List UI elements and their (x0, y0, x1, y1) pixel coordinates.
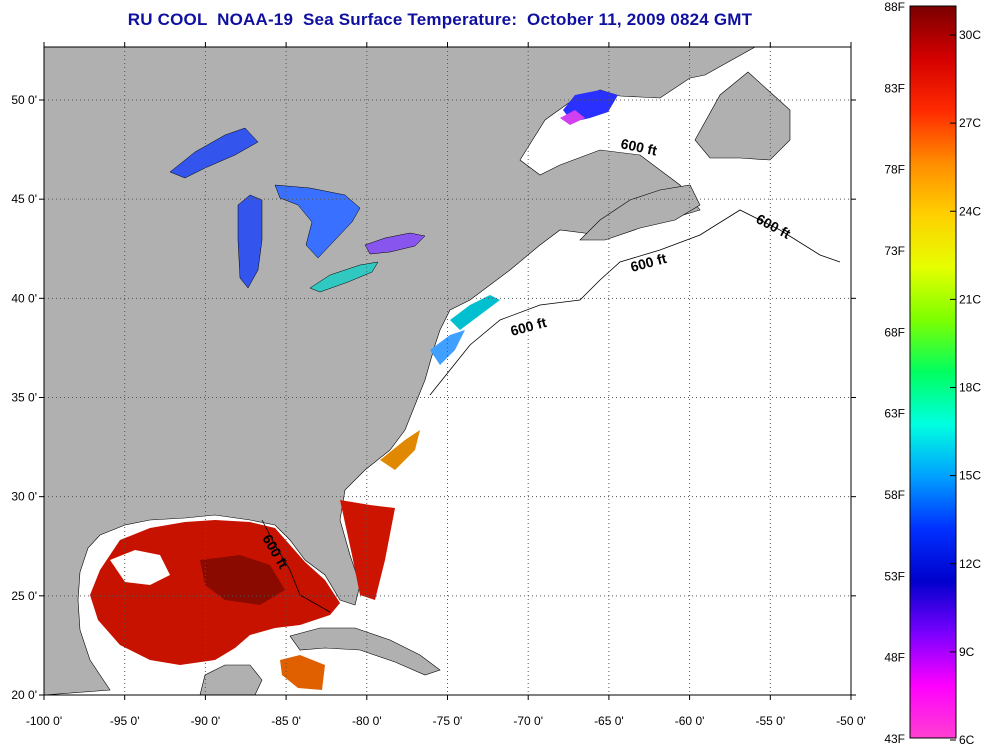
fahrenheit-label: 73F (884, 244, 905, 258)
lon-label: -65 0' (594, 714, 624, 728)
fahrenheit-label: 43F (884, 732, 905, 746)
celsius-label: 15C (959, 469, 981, 483)
st-lawrence-sst-magenta (560, 110, 585, 125)
isobath-label-1: 600 ft (619, 135, 658, 158)
lake-erie (309, 261, 379, 293)
gulf-stream-sst (340, 500, 395, 600)
fahrenheit-label: 78F (884, 163, 905, 177)
gulf-warm-dark (200, 555, 285, 605)
map-border (43, 46, 852, 696)
fahrenheit-label: 53F (884, 569, 905, 583)
fahrenheit-label: 68F (884, 325, 905, 339)
lon-label: -100 0' (26, 714, 62, 728)
lon-label: -85 0' (271, 714, 301, 728)
fahrenheit-label: 83F (884, 81, 905, 95)
graticule (44, 47, 851, 695)
latitude-axis: 50 0' 45 0' 40 0' 35 0' 30 0' 25 0' 20 0' (11, 93, 856, 702)
celsius-label: 21C (959, 292, 981, 306)
lat-label: 50 0' (11, 93, 37, 107)
land-newfoundland (694, 71, 791, 161)
longitude-axis: -100 0' -95 0' -90 0' -85 0' -80 0' -75 0' -70… (26, 42, 866, 728)
caribbean-sst (280, 655, 325, 690)
land-cuba (289, 627, 441, 676)
lake-huron (274, 184, 361, 259)
lat-label: 30 0' (11, 490, 37, 504)
lon-label: -75 0' (433, 714, 463, 728)
fahrenheit-label: 63F (884, 407, 905, 421)
celsius-label: 24C (959, 204, 981, 218)
isobath-600ft (429, 209, 841, 396)
lon-label: -70 0' (513, 714, 543, 728)
lat-label: 25 0' (11, 589, 37, 603)
land-north-america (43, 46, 757, 696)
coastal-sst-ne (450, 295, 500, 330)
colorbar-gradient (909, 5, 957, 739)
lon-label: -80 0' (352, 714, 382, 728)
lon-label: -90 0' (191, 714, 221, 728)
lat-label: 20 0' (11, 688, 37, 702)
celsius-label: 12C (959, 557, 981, 571)
celsius-label: 30C (959, 28, 981, 42)
lon-label: -95 0' (110, 714, 140, 728)
lat-label: 40 0' (11, 291, 37, 305)
fahrenheit-scale: 88F 83F 78F 73F 68F 63F 58F 53F 48F 43F (884, 0, 905, 746)
lon-label: -60 0' (675, 714, 705, 728)
land-nova-scotia (579, 184, 701, 241)
fahrenheit-label: 88F (884, 0, 905, 14)
lake-superior (169, 127, 259, 179)
lat-label: 35 0' (11, 391, 37, 405)
celsius-label: 6C (959, 733, 975, 747)
celsius-label: 9C (959, 645, 975, 659)
gulf-cloud-gap (110, 550, 170, 585)
lon-label: -50 0' (836, 714, 866, 728)
fahrenheit-label: 58F (884, 488, 905, 502)
celsius-label: 18C (959, 381, 981, 395)
lat-label: 45 0' (11, 192, 37, 206)
celsius-label: 27C (959, 116, 981, 130)
lake-ontario (364, 232, 426, 255)
lon-label: -55 0' (755, 714, 785, 728)
map-title: RU COOL NOAA-19 Sea Surface Temperature:… (127, 10, 753, 29)
lake-michigan (237, 194, 263, 289)
fahrenheit-label: 48F (884, 651, 905, 665)
coastal-sst-se (380, 430, 420, 470)
isobath-600ft-gulf (261, 519, 331, 613)
celsius-scale: 30C 27C 24C 21C 18C 15C 12C 9C 6C (950, 28, 981, 747)
